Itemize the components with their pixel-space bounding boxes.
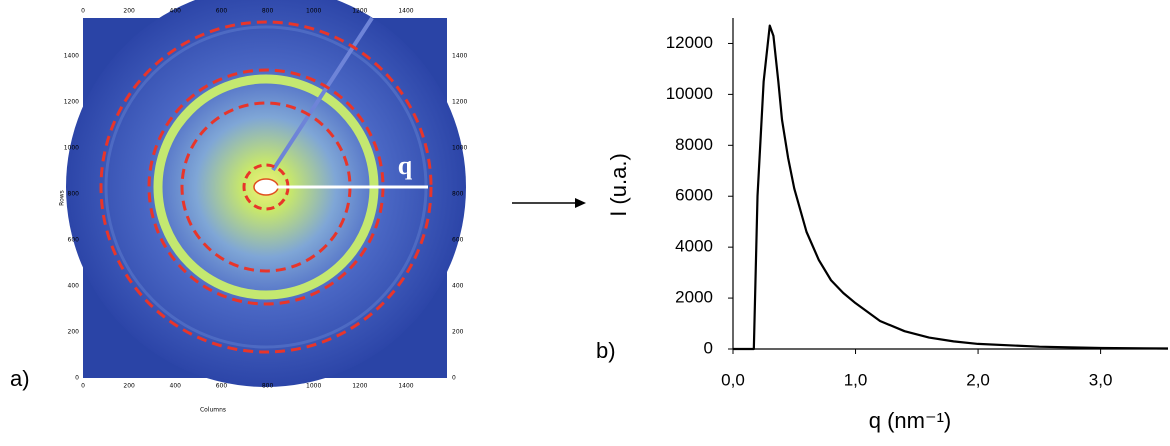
data-line (733, 24, 1169, 351)
image-tick-label: 600 (68, 237, 80, 244)
image-tick-label: 0 (75, 375, 79, 382)
panel-label: a) (10, 366, 30, 391)
image-tick-label: 400 (170, 383, 182, 390)
image-tick-label: 0 (452, 375, 456, 382)
x-tick-label: 2,0 (966, 370, 990, 389)
image-tick-label: 0 (81, 383, 85, 390)
image-tick-label: 1400 (398, 383, 413, 390)
y-tick-label: 8000 (675, 135, 713, 154)
image-tick-label: 1400 (64, 53, 79, 60)
image-tick-label: 400 (68, 283, 80, 290)
image-tick-label: 1200 (452, 99, 467, 106)
x-axis-title: q (nm⁻¹) (869, 408, 952, 433)
image-tick-label: 600 (452, 237, 464, 244)
x-tick-label: 3,0 (1089, 370, 1113, 389)
arrowhead (575, 198, 586, 208)
y-tick-label: 0 (704, 338, 713, 357)
image-tick-label: 1000 (452, 145, 467, 152)
image-tick-label: 1000 (64, 145, 79, 152)
q-label: q (398, 151, 413, 180)
beam-stop (271, 16, 374, 172)
y-tick-label: 12000 (666, 33, 713, 52)
image-tick-label: 600 (216, 8, 228, 15)
image-tick-label: 800 (68, 191, 80, 198)
image-tick-label: 1200 (352, 383, 367, 390)
y-tick-label: 6000 (675, 186, 713, 205)
image-tick-label: 600 (216, 383, 228, 390)
image-tick-label: 800 (262, 383, 274, 390)
image-tick-label: 1400 (398, 8, 413, 15)
y-axis-label: Rows (59, 190, 66, 206)
image-tick-label: 200 (452, 329, 464, 336)
x-tick-label: 1,0 (844, 370, 868, 389)
y-tick-label: 10000 (666, 84, 713, 103)
detector-image: q (66, 0, 466, 387)
y-tick-label: 4000 (675, 237, 713, 256)
image-tick-label: 200 (123, 8, 135, 15)
image-tick-label: 400 (452, 283, 464, 290)
x-tick-label: 0,0 (721, 370, 745, 389)
image-tick-label: 1200 (64, 99, 79, 106)
image-tick-label: 1000 (306, 383, 321, 390)
image-tick-label: 0 (81, 8, 85, 15)
image-tick-label: 1000 (306, 8, 321, 15)
x-axis-label: Columns (200, 407, 226, 414)
image-tick-label: 800 (262, 8, 274, 15)
image-tick-label: 1400 (452, 53, 467, 60)
image-tick-label: 200 (68, 329, 80, 336)
panel-label: b) (596, 338, 616, 363)
y-tick-label: 2000 (675, 288, 713, 307)
dashed-ring (99, 20, 433, 354)
y-axis-title: I (u.a.) (606, 153, 631, 217)
image-tick-label: 200 (123, 383, 135, 390)
image-tick-label: 1200 (352, 8, 367, 15)
image-tick-label: 400 (170, 8, 182, 15)
image-tick-label: 800 (452, 191, 464, 198)
